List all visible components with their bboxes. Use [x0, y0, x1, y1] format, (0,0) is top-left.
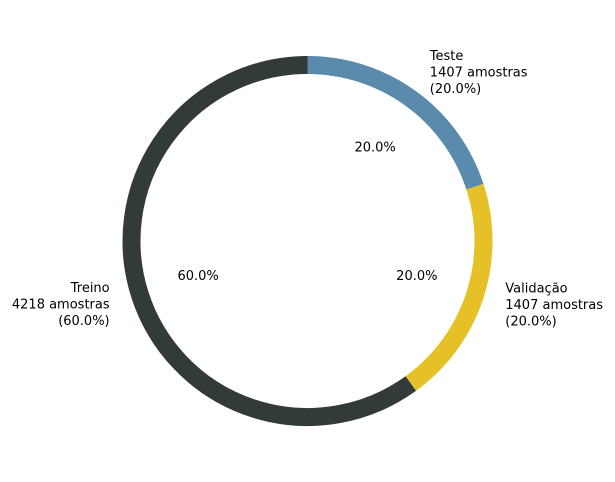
outer-label-validacao-count-label: 1407 amostras: [505, 298, 603, 313]
inner-label-validacao: 20.0%: [396, 269, 437, 284]
outer-label-teste-name: Teste: [429, 49, 464, 64]
inner-label-teste: 20.0%: [354, 140, 395, 155]
outer-label-treino-name: Treino: [70, 281, 110, 296]
outer-label-validacao-name: Validação: [505, 281, 567, 296]
slice-teste: [307, 56, 484, 190]
slices-layer: [122, 56, 493, 426]
outer-label-treino-percent-label: (60.0%): [58, 314, 109, 329]
inner-label-treino: 60.0%: [177, 269, 218, 284]
inner-labels-layer: 20.0% 20.0% 60.0%: [177, 140, 437, 284]
outer-label-teste-percent-label: (20.0%): [430, 82, 481, 97]
outer-label-treino: Treino 4218 amostras(60.0%): [12, 281, 110, 329]
slice-treino: [122, 56, 417, 426]
outer-label-validacao: Validação 1407 amostras(20.0%): [505, 281, 603, 329]
slice-validacao: [405, 183, 493, 391]
outer-label-treino-count-label: 4218 amostras: [12, 298, 110, 313]
outer-label-validacao-percent-label: (20.0%): [505, 314, 556, 329]
outer-label-teste-count-label: 1407 amostras: [430, 65, 528, 80]
